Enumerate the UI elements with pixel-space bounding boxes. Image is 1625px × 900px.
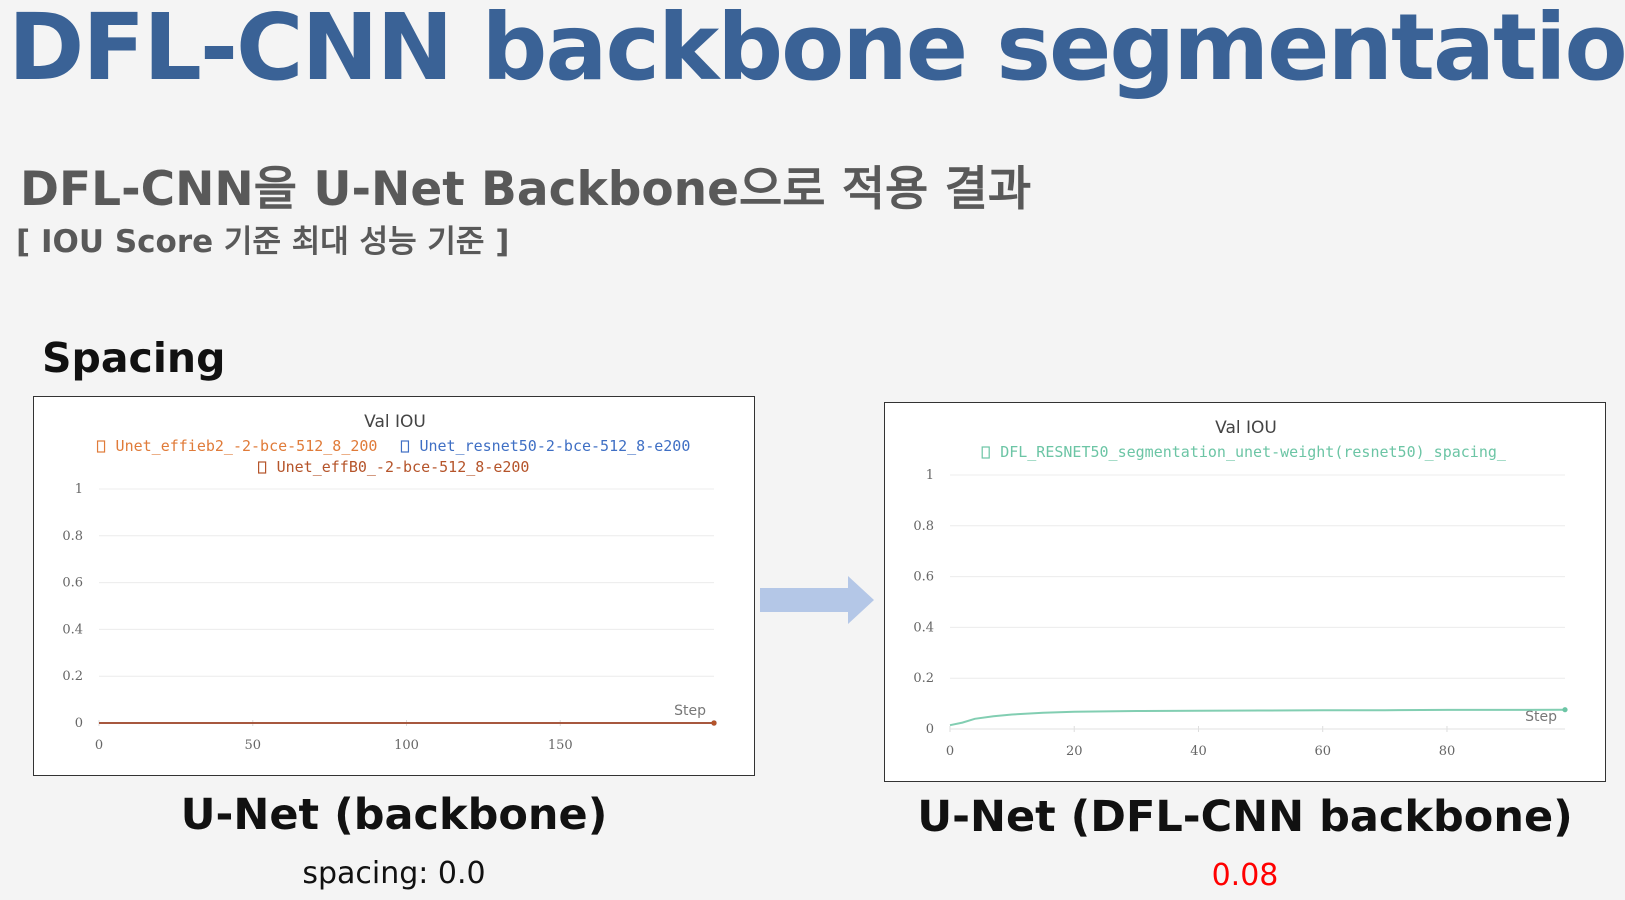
y-tick-label: 1 [75, 482, 83, 497]
x-tick-label: 0 [946, 744, 954, 759]
y-tick-label: 0.4 [62, 622, 83, 637]
legend-swatch-icon [96, 440, 106, 453]
legend-entry: Unet_effB0_-2-bce-512_8-e200 [277, 458, 530, 476]
y-tick-label: 0 [926, 722, 934, 737]
section-label-spacing: Spacing [42, 334, 226, 382]
x-tick-label: 150 [548, 738, 573, 753]
val-iou-chart-right: Val IOU DFL_RESNET50_segmentation_unet-we… [913, 418, 1568, 759]
caption-left-value: spacing: 0.0 [302, 856, 486, 891]
chart-title: Val IOU [1215, 418, 1277, 438]
criteria-note: [ IOU Score 기준 최대 성능 기준 ] [16, 224, 510, 260]
y-tick-label: 0.6 [62, 576, 83, 591]
legend-entry: Unet_resnet50-2-bce-512_8-e200 [419, 437, 690, 455]
page-subtitle: DFL-CNN을 U-Net Backbone으로 적용 결과 [20, 162, 1032, 217]
x-tick-label: 50 [244, 738, 261, 753]
x-tick-label: 100 [394, 738, 419, 753]
x-axis-label: Step [674, 703, 706, 719]
x-tick-label: 60 [1314, 744, 1331, 759]
y-tick-label: 0.2 [62, 669, 83, 684]
x-tick-label: 20 [1066, 744, 1083, 759]
legend-swatch-icon [981, 446, 990, 459]
page-title: DFL-CNN backbone segmentation [8, 0, 1625, 101]
x-tick-label: 80 [1439, 744, 1456, 759]
y-tick-label: 0.2 [913, 671, 934, 686]
x-tick-label: 0 [95, 738, 103, 753]
x-axis-label: Step [1525, 709, 1557, 725]
series-end-point [711, 720, 717, 726]
legend-swatch-icon [258, 461, 267, 474]
caption-left-label: U-Net (backbone) [180, 790, 608, 840]
val-iou-chart-left: Val IOU Unet_effieb2_-2-bce-512_8_200 Unet… [62, 412, 717, 753]
legend-entry: DFL_RESNET50_segmentation_unet-weight(re… [1000, 443, 1507, 461]
caption-right-value: 0.08 [1211, 858, 1279, 893]
x-tick-label: 40 [1190, 744, 1207, 759]
right-arrow-icon [760, 576, 874, 624]
series-line [949, 708, 1566, 727]
y-tick-label: 0.8 [913, 519, 934, 534]
chart-panel-left: Val IOU Unet_effieb2_-2-bce-512_8_200 Unet… [33, 396, 755, 776]
chart-panel-right: Val IOU DFL_RESNET50_segmentation_unet-we… [884, 402, 1606, 782]
chart-title: Val IOU [364, 412, 426, 432]
y-tick-label: 0 [75, 716, 83, 731]
y-tick-label: 0.6 [913, 570, 934, 585]
legend-entry: Unet_effieb2_-2-bce-512_8_200 [116, 437, 378, 455]
y-tick-label: 0.4 [913, 620, 934, 635]
legend-swatch-icon [400, 440, 410, 453]
caption-right-label: U-Net (DFL-CNN backbone) [917, 792, 1573, 842]
y-tick-label: 1 [926, 468, 934, 483]
y-tick-label: 0.8 [62, 529, 83, 544]
series-end-point [1562, 707, 1568, 713]
